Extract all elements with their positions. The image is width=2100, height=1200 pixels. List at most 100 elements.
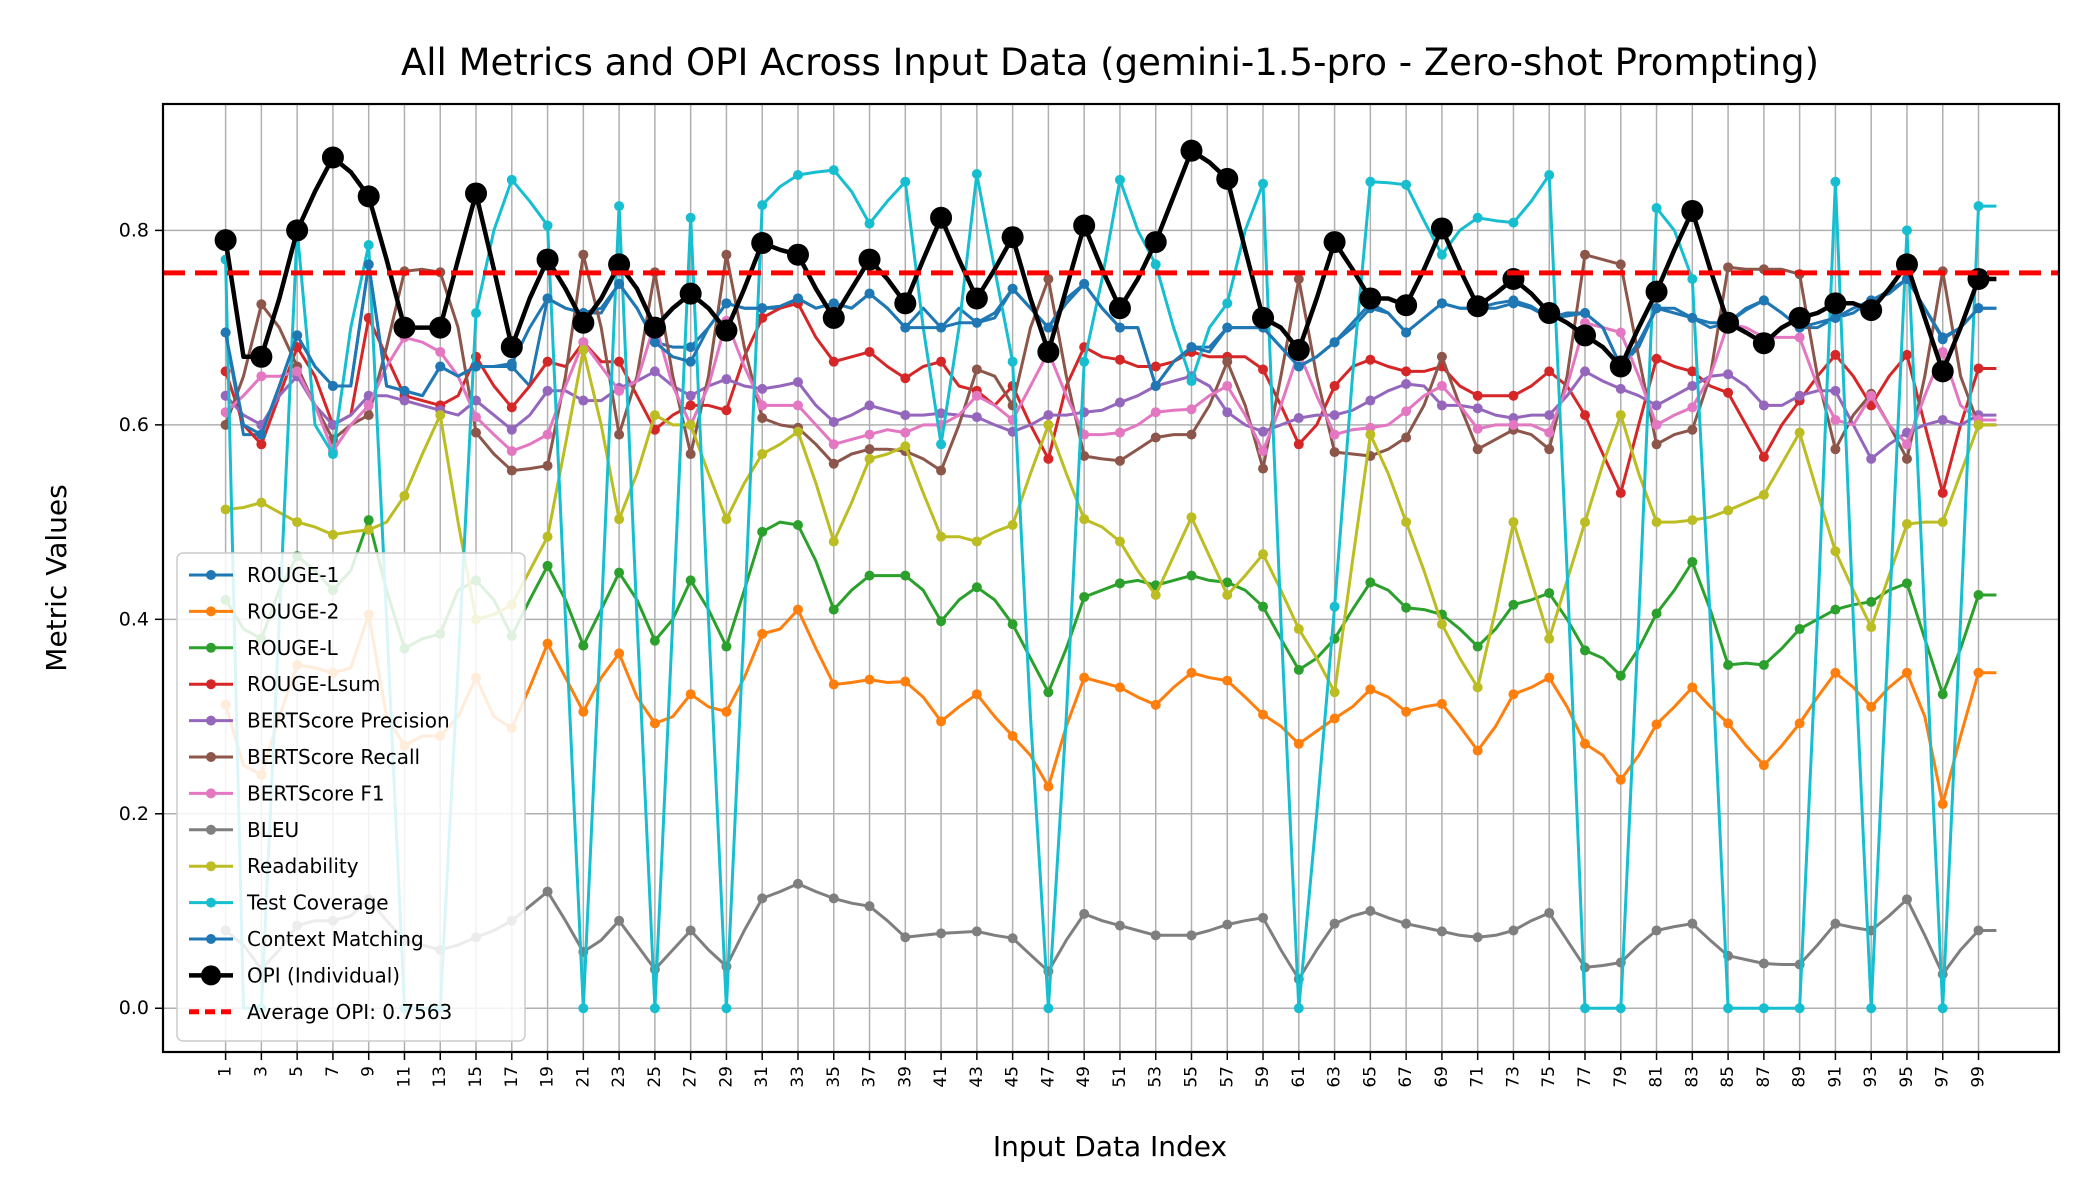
data-point (1359, 287, 1382, 310)
data-point (1222, 919, 1233, 930)
data-point (1508, 217, 1519, 228)
data-point (1895, 253, 1918, 276)
data-point (399, 490, 410, 501)
data-point (936, 531, 947, 542)
data-point (1609, 355, 1632, 378)
data-point (828, 679, 839, 690)
data-point (1329, 601, 1340, 612)
data-point (1615, 259, 1626, 270)
data-point (1538, 302, 1561, 325)
data-point (1723, 387, 1734, 398)
data-point (1007, 731, 1018, 741)
data-point (1144, 231, 1167, 254)
data-point (1222, 380, 1233, 391)
data-point (471, 308, 482, 319)
data-point (649, 366, 660, 377)
data-point (1472, 932, 1483, 943)
data-point (864, 346, 875, 357)
data-point (685, 390, 696, 401)
data-point (608, 253, 631, 276)
data-point (1615, 670, 1626, 681)
data-point (757, 628, 768, 639)
series-line-bertscore-f1 (224, 319, 1997, 453)
data-point (1436, 380, 1447, 391)
data-point (1114, 578, 1125, 589)
data-point (286, 219, 309, 242)
data-point (292, 517, 303, 528)
data-point (864, 429, 875, 440)
x-tick-label: 63 (1325, 1066, 1345, 1088)
data-point (900, 322, 911, 333)
data-point (936, 465, 947, 476)
data-point (792, 169, 803, 180)
data-point (1007, 619, 1018, 630)
x-tick-label: 97 (1933, 1066, 1953, 1088)
data-point (1866, 390, 1877, 401)
data-point (1723, 505, 1734, 516)
data-point (1794, 427, 1805, 438)
data-point (542, 886, 553, 897)
data-point (1973, 201, 1984, 212)
data-point (542, 220, 553, 231)
x-axis-label: Input Data Index (993, 1130, 1227, 1163)
data-point (256, 371, 267, 382)
data-point (1687, 380, 1698, 391)
data-point (399, 395, 410, 406)
data-point (864, 400, 875, 411)
legend-marker (206, 861, 216, 872)
data-point (1723, 1003, 1734, 1014)
data-point (1651, 517, 1662, 528)
data-point (614, 429, 625, 440)
data-point (214, 229, 237, 252)
legend-marker (206, 715, 216, 726)
series-line-bertscore-recall (224, 253, 1997, 473)
data-point (471, 395, 482, 406)
data-point (828, 604, 839, 615)
data-point (751, 232, 774, 255)
data-point (1794, 332, 1805, 343)
data-point (900, 441, 911, 452)
data-point (1258, 912, 1269, 923)
data-point (864, 444, 875, 455)
legend-marker (206, 788, 216, 799)
data-point (1866, 400, 1877, 411)
data-point (1651, 439, 1662, 450)
series-bertscore-precision (220, 366, 1997, 464)
data-point (1365, 684, 1376, 695)
data-point (1830, 312, 1841, 323)
data-point (643, 316, 666, 339)
data-point (1401, 602, 1412, 613)
data-point (971, 689, 982, 700)
data-point (757, 449, 768, 460)
data-point (1007, 933, 1018, 944)
x-tick-label: 39 (895, 1066, 915, 1088)
data-point (1186, 930, 1197, 941)
data-point (1580, 366, 1590, 377)
x-tick-label: 87 (1754, 1066, 1774, 1088)
data-point (1758, 489, 1769, 500)
data-point (757, 400, 768, 411)
data-point (1114, 354, 1125, 365)
data-point (864, 218, 875, 229)
data-point (1544, 427, 1555, 438)
data-point (220, 504, 231, 515)
data-point (1866, 596, 1877, 607)
data-point (1329, 918, 1340, 929)
data-point (1007, 283, 1018, 294)
data-point (1329, 337, 1340, 348)
x-tick-label: 61 (1289, 1066, 1309, 1088)
data-point (363, 400, 374, 411)
data-point (1043, 419, 1054, 430)
data-point (1401, 179, 1412, 190)
data-point (1466, 295, 1489, 318)
legend-item: Average OPI: 0.7563 (189, 1000, 452, 1024)
legend-marker (206, 642, 216, 653)
data-point (1794, 390, 1805, 401)
data-point (327, 529, 338, 540)
data-point (649, 410, 660, 421)
data-point (1645, 280, 1668, 303)
data-point (506, 465, 517, 476)
data-point (1687, 682, 1698, 693)
legend-label: ROUGE-2 (247, 599, 339, 623)
